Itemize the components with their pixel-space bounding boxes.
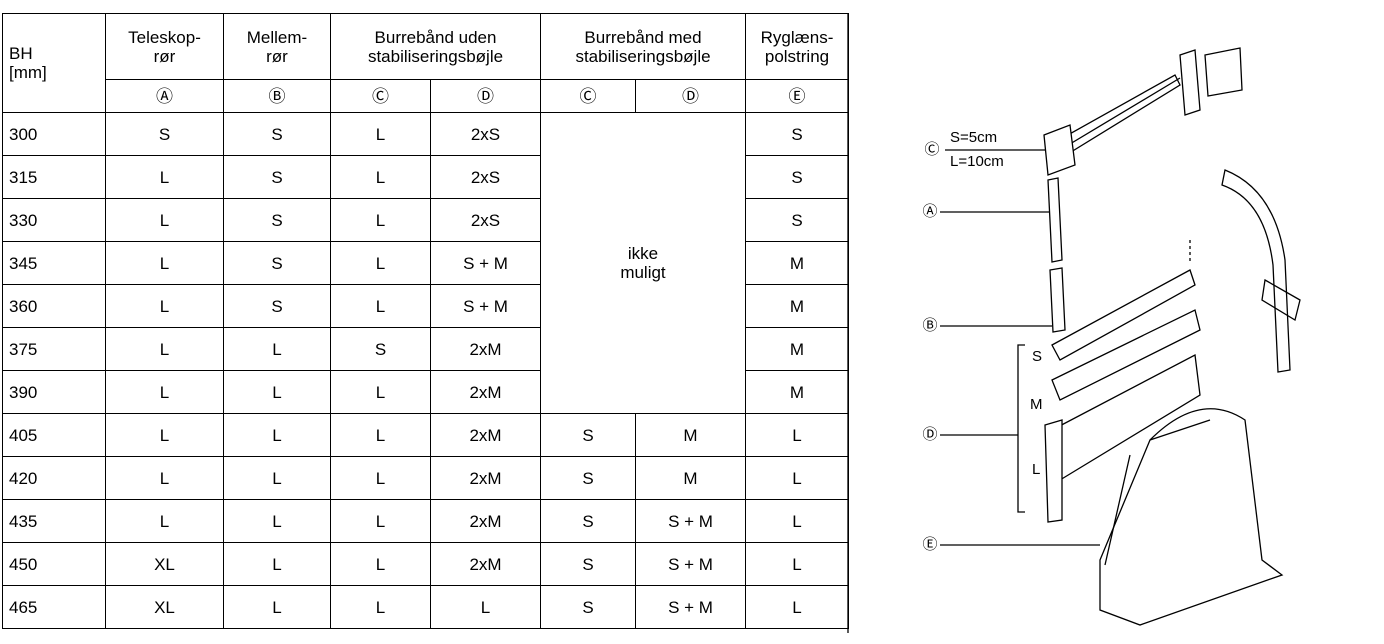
side-clamp [1262,280,1300,320]
tube-a [1048,178,1062,262]
bracket-d [1018,345,1025,512]
strap-s [1052,270,1195,360]
label-c: Ⓒ [924,141,939,158]
clip [1205,48,1242,96]
size-note: L=10cm [950,153,1004,170]
label-a: Ⓐ [922,203,937,220]
size-note: S=5cm [950,129,997,146]
strap-size: L [1032,461,1040,478]
label-d: Ⓓ [922,426,937,443]
strap-size: M [1030,396,1043,413]
strap-end [1045,420,1062,522]
parts-diagram: Ⓒ S=5cm L=10cm Ⓐ Ⓑ Ⓓ Ⓔ S M L [0,0,1384,644]
page: BH[mm]Teleskop-rørMellem-rørBurrebånd ud… [0,0,1384,644]
strap-size: S [1032,348,1042,365]
side-post [1222,170,1290,372]
label-b: Ⓑ [922,317,937,334]
post [1180,50,1200,115]
pad-c [1044,125,1075,175]
tube-b [1050,268,1065,332]
back-pad [1100,409,1282,625]
label-e: Ⓔ [922,536,937,553]
